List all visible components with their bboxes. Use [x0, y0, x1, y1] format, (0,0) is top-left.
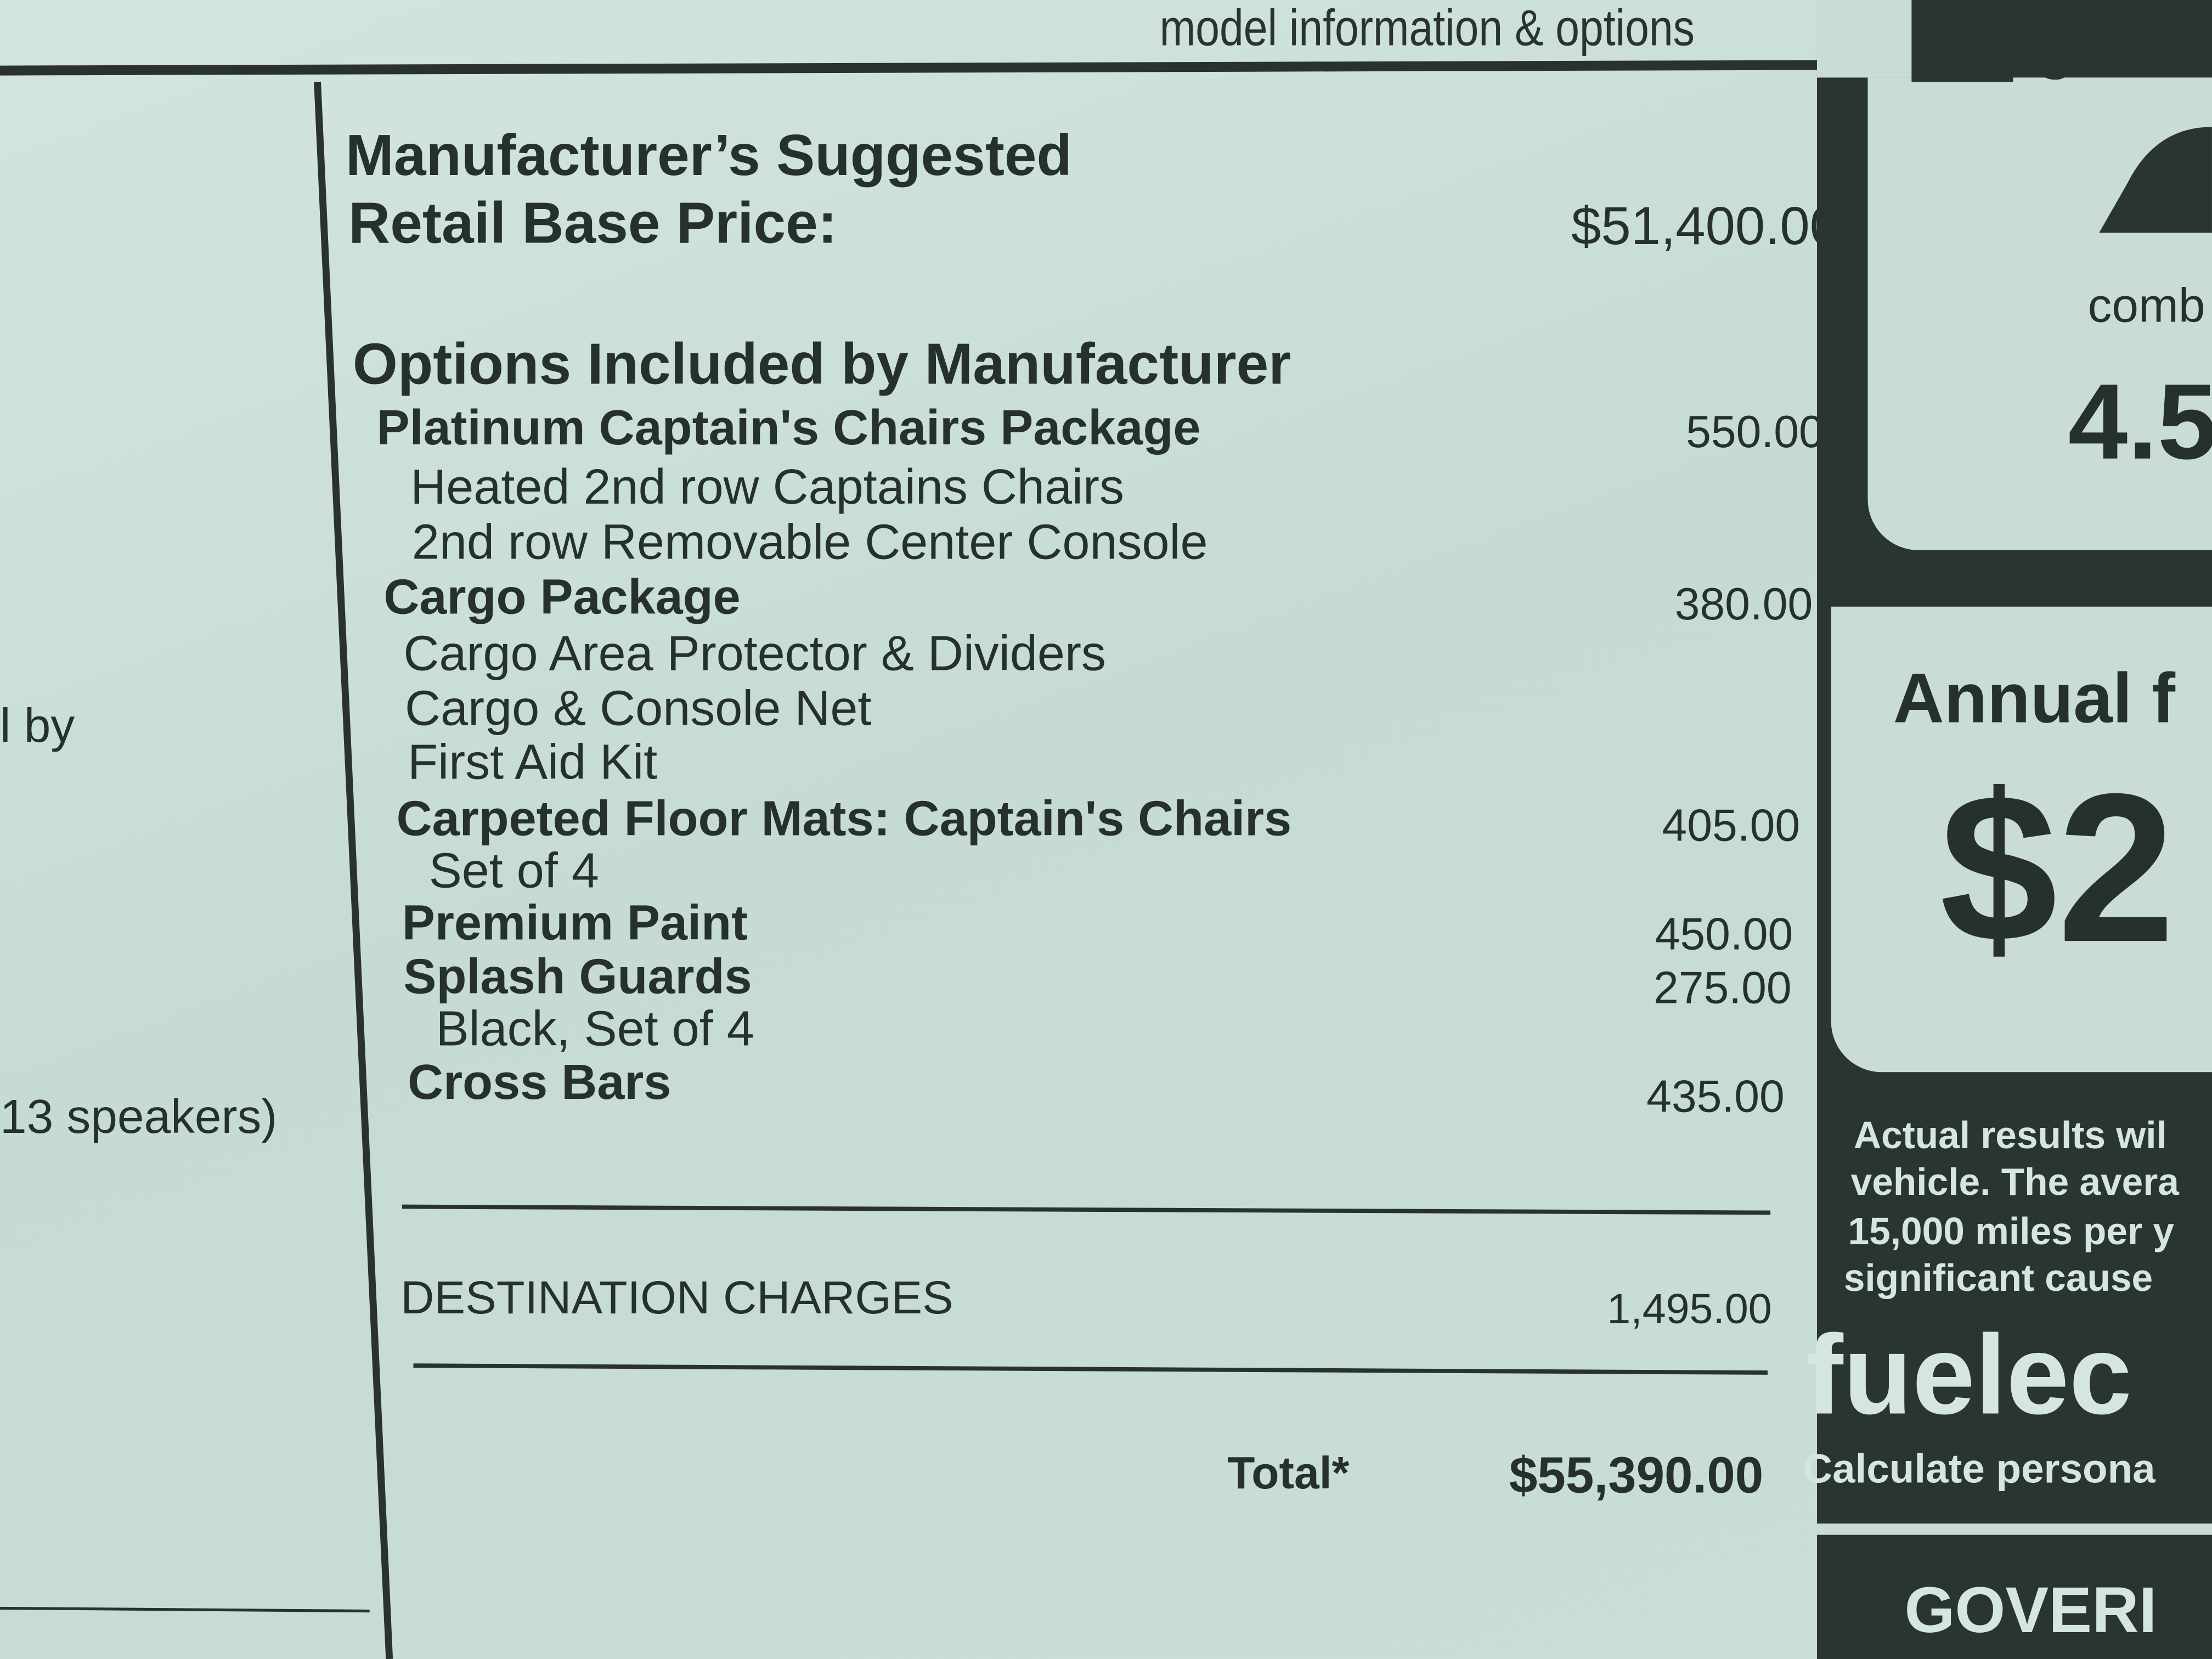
annual-cost-box: [1831, 606, 2212, 1073]
site-tagline: Calculate persona: [1803, 1447, 2155, 1493]
option-price: 435.00: [1646, 1070, 1785, 1122]
disclaimer-text: significant cause: [1843, 1257, 2153, 1300]
mpg-number-fragment: [2099, 127, 2212, 233]
option-detail: Cargo Area Protector & Dividers: [403, 626, 1106, 681]
option-detail: First Aid Kit: [408, 735, 658, 790]
left-column-divider: [314, 81, 393, 1659]
option-price: 275.00: [1654, 962, 1792, 1013]
left-column-text: l by: [0, 699, 75, 754]
section-title: model information & options: [1159, 0, 1695, 57]
base-price-label: Retail Base Price:: [348, 190, 837, 256]
option-name: Splash Guards: [403, 949, 752, 1005]
option-name: Premium Paint: [402, 895, 748, 951]
combined-value: 4.5: [2068, 362, 2212, 483]
fueleconomy-logo[interactable]: fuelec: [1805, 1312, 2132, 1438]
disclaimer-text: 15,000 miles per y: [1848, 1210, 2174, 1253]
total-price: $55,390.00: [1509, 1446, 1764, 1504]
destination-label: DESTINATION CHARGES: [400, 1271, 953, 1323]
annual-cost-value: $2: [1939, 749, 2175, 986]
option-price: 450.00: [1655, 908, 1793, 960]
disclaimer-text: vehicle. The avera: [1850, 1161, 2179, 1204]
destination-price: 1,495.00: [1607, 1286, 1772, 1333]
annual-cost-label: Annual f: [1893, 658, 2176, 738]
combined-label: comb: [2087, 279, 2205, 333]
disclaimer-text: Actual results wil: [1853, 1114, 2167, 1157]
option-detail: Set of 4: [428, 843, 599, 899]
option-detail: Black, Set of 4: [436, 1001, 754, 1057]
option-name: Platinum Captain's Chairs Package: [376, 400, 1201, 456]
fuel-economy-panel: [1816, 0, 2212, 1659]
option-name: Cargo Package: [383, 569, 741, 625]
option-price: 380.00: [1674, 578, 1813, 629]
option-detail: Heated 2nd row Captains Chairs: [410, 460, 1124, 515]
option-price: 550.00: [1686, 406, 1824, 458]
panel-divider: [1816, 1523, 2212, 1535]
top-rule: [0, 60, 1876, 76]
total-label: Total*: [1227, 1447, 1350, 1498]
option-detail: 2nd row Removable Center Console: [411, 515, 1208, 570]
base-price-label: Manufacturer’s Suggested: [345, 122, 1072, 188]
base-price: $51,400.00: [1571, 197, 1840, 257]
option-name: Cross Bars: [408, 1055, 672, 1110]
left-column-text: 13 speakers): [0, 1090, 278, 1144]
option-name: Carpeted Floor Mats: Captain's Chairs: [396, 791, 1292, 847]
government-banner: GOVERI: [1904, 1573, 2157, 1646]
left-bottom-rule: [0, 1606, 370, 1613]
option-detail: Cargo & Console Net: [404, 681, 872, 737]
fuel-pump-icon: [1911, 0, 2067, 82]
options-heading: Options Included by Manufacturer: [352, 331, 1291, 397]
option-price: 405.00: [1662, 799, 1801, 851]
panel-top-gap: [1816, 0, 1916, 78]
